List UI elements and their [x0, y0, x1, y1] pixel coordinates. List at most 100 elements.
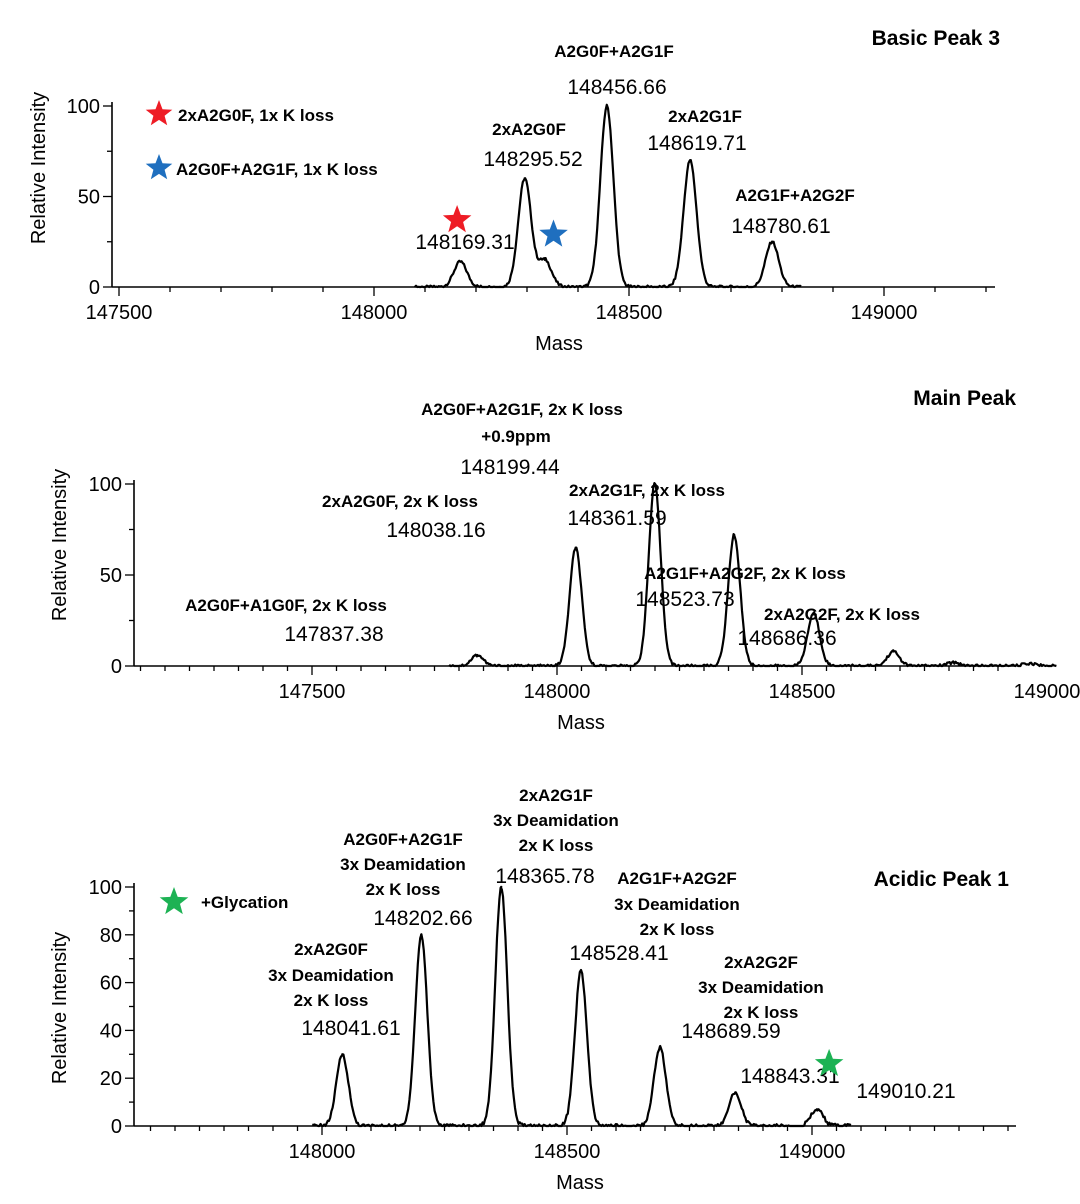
peak-label: 2x K loss	[519, 836, 594, 855]
peak-mass-label: 148361.59	[567, 507, 666, 530]
peak-mass-label: 148843.31	[740, 1065, 839, 1088]
x-tick-label: 149000	[1014, 681, 1080, 703]
peak-label: 2xA2G1F, 2x K loss	[569, 481, 725, 500]
y-tick-label: 0	[111, 656, 122, 678]
peak-apex	[579, 969, 583, 972]
peak-mass-label: 148169.31	[415, 231, 514, 254]
peak-apex	[770, 240, 774, 243]
legend-item: 2xA2G0F, 1x K loss	[145, 100, 334, 126]
peak-apex	[952, 661, 956, 664]
peak-mass-label: 149010.21	[856, 1080, 955, 1103]
x-tick-label: 148000	[524, 681, 591, 703]
peak-mass-label: 148523.73	[635, 588, 734, 611]
peak-label: 2xA2G0F	[294, 940, 368, 959]
legend-label: A2G0F+A2G1F, 1x K loss	[176, 160, 378, 179]
x-tick-label: 147500	[86, 302, 153, 324]
panel-title: Acidic Peak 1	[874, 868, 1010, 891]
peak-mass-label: 147837.38	[284, 623, 383, 646]
panel-basic-peak-3: Basic Peak 3 Mass Relative Intensity 2xA…	[28, 27, 1000, 355]
x-axis-label: Mass	[535, 333, 583, 355]
peak-apex	[543, 258, 547, 262]
star-marker-icon	[442, 205, 472, 233]
peak-label: 3x Deamidation	[698, 978, 824, 997]
x-tick-label: 147500	[279, 681, 346, 703]
peak-mass-label: 148456.66	[567, 76, 666, 99]
y-tick-label: 100	[89, 877, 122, 899]
panel-main-peak: Main Peak Mass Relative Intensity A2G0F+…	[49, 387, 1080, 734]
peak-mass-label: 148041.61	[301, 1017, 400, 1040]
peak-mass-label: 148689.59	[681, 1020, 780, 1043]
x-tick-label: 148500	[769, 681, 836, 703]
y-tick-label: 80	[100, 925, 122, 947]
peak-apex	[653, 482, 656, 486]
y-tick-label: 100	[89, 474, 122, 496]
peak-label: A2G1F+A2G2F	[617, 869, 737, 888]
x-tick-label: 148500	[596, 302, 663, 324]
peak-apex	[892, 650, 895, 653]
peak-mass-label: 148365.78	[495, 865, 594, 888]
axes: 148000 148500 149000 0 20 40 60 80 100	[89, 877, 1016, 1163]
y-tick-label: 50	[100, 565, 122, 587]
peak-apex	[574, 546, 577, 549]
y-axis-label: Relative Intensity	[28, 92, 50, 244]
peak-apex	[341, 1053, 344, 1056]
peak-label: A2G0F+A2G1F	[343, 830, 463, 849]
y-tick-label: 100	[67, 96, 100, 118]
spectrum-trace	[312, 886, 852, 1128]
y-axis-label: Relative Intensity	[49, 932, 71, 1084]
peak-mass-label: 148528.41	[569, 942, 668, 965]
panel-title: Main Peak	[913, 387, 1016, 410]
peak-mass-label: 148038.16	[386, 519, 485, 542]
peak-label: A2G1F+A2G2F	[735, 186, 855, 205]
peak-label: A2G1F+A2G2F, 2x K loss	[644, 564, 846, 583]
peak-mass-label: 148295.52	[483, 148, 582, 171]
peak-label: 3x Deamidation	[268, 966, 394, 985]
peak-label: 3x Deamidation	[340, 855, 466, 874]
peak-apex	[1028, 662, 1032, 665]
x-tick-label: 148000	[341, 302, 408, 324]
peak-apex	[523, 177, 526, 180]
legend-label: 2xA2G0F, 1x K loss	[178, 106, 334, 125]
legend-item: +Glycation	[159, 887, 288, 915]
y-axis-label: Relative Intensity	[49, 469, 71, 621]
legend: 2xA2G0F, 1x K loss A2G0F+A2G1F, 1x K los…	[145, 100, 378, 180]
x-axis-label: Mass	[557, 712, 605, 734]
peak-apex	[658, 1045, 662, 1049]
blue-star-icon	[145, 154, 173, 180]
red-star-icon	[145, 100, 173, 126]
peak-label: 2xA2G0F, 2x K loss	[322, 492, 478, 511]
y-tick-label: 40	[100, 1020, 122, 1042]
axes: 147500 148000 148500 149000 0 50 100	[67, 96, 995, 324]
peak-label: 2xA2G1F	[668, 107, 742, 126]
legend-label: +Glycation	[201, 893, 288, 912]
spectrum-trace	[448, 482, 1057, 668]
peak-mass-label: 148202.66	[373, 907, 472, 930]
ppm-annotation: +0.9ppm	[481, 427, 550, 446]
peak-label: 2x K loss	[294, 991, 369, 1010]
peak-apex	[815, 1108, 819, 1111]
peak-apex	[420, 933, 423, 936]
peak-apex	[500, 885, 503, 889]
peak-label: 2x K loss	[640, 920, 715, 939]
x-axis-label: Mass	[556, 1172, 604, 1194]
peak-label: 2xA2G2F, 2x K loss	[764, 605, 920, 624]
peak-apex	[459, 260, 462, 263]
peak-mass-label: 148780.61	[731, 215, 830, 238]
peak-label: A2G0F+A2G1F	[554, 42, 674, 61]
y-tick-label: 20	[100, 1068, 122, 1090]
x-tick-label: 148000	[289, 1141, 356, 1163]
peak-apex	[812, 612, 815, 615]
axes: 147500 148000 148500 149000 0 50 100	[89, 474, 1080, 703]
peak-label: 3x Deamidation	[493, 811, 619, 830]
peak-label: 2xA2G1F	[519, 786, 593, 805]
peak-label: 2xA2G0F	[492, 120, 566, 139]
y-tick-label: 0	[89, 277, 100, 299]
peak-label: A2G0F+A1G0F, 2x K loss	[185, 596, 387, 615]
peak-label: 2x K loss	[724, 1003, 799, 1022]
peak-label: 2x K loss	[366, 880, 441, 899]
y-tick-label: 0	[111, 1116, 122, 1138]
star-marker-icon	[814, 1048, 844, 1076]
panel-acidic-peak-1: Acidic Peak 1 Mass Relative Intensity +G…	[49, 786, 1016, 1194]
peak-apex	[688, 159, 692, 162]
